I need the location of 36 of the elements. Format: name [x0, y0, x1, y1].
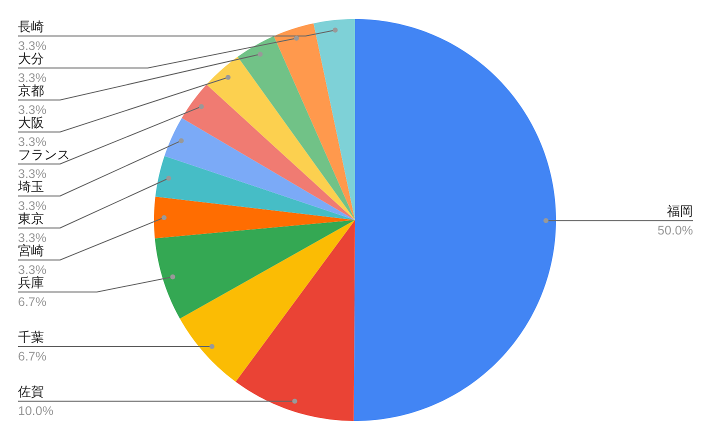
data-label: 6.7% [18, 295, 46, 309]
pie-slice [274, 23, 355, 220]
slice-label: 佐賀 [18, 384, 44, 400]
pie-slice [164, 118, 355, 220]
slice-label: 宮崎 [18, 243, 44, 258]
slice-label: 兵庫 [18, 275, 44, 290]
slice-label: 長崎 [18, 19, 44, 34]
data-label: 3.3% [18, 167, 46, 181]
pie-slice [314, 19, 355, 220]
pie-slice [154, 220, 355, 319]
data-label: 3.3% [18, 199, 46, 213]
data-label: 6.7% [18, 349, 46, 364]
data-label: 3.3% [18, 135, 46, 149]
data-label: 10.0% [18, 404, 54, 418]
pie-slice [238, 36, 355, 220]
slice-label: 東京 [18, 211, 44, 226]
pie-slice [182, 84, 355, 220]
slice-label: フランス [18, 147, 70, 162]
data-label: 3.3% [18, 263, 46, 277]
slice-label: 大阪 [18, 115, 44, 130]
slice-label: 千葉 [18, 329, 44, 344]
data-label: 3.3% [18, 39, 46, 53]
pie-slice [354, 19, 556, 421]
pie-slice [236, 220, 355, 421]
slice-label: 埼玉 [17, 179, 44, 194]
pie-slice [180, 220, 355, 382]
slice-label: 福岡 [667, 204, 693, 219]
data-label: 50.0% [658, 224, 693, 238]
data-label: 3.3% [18, 231, 46, 245]
pie-slice [155, 156, 355, 220]
pie-slice [206, 56, 355, 220]
data-label: 3.3% [18, 103, 46, 117]
slice-label: 大分 [18, 51, 44, 66]
data-label: 3.3% [18, 71, 46, 85]
slice-label: 京都 [18, 83, 44, 98]
pie-slice [154, 196, 355, 238]
